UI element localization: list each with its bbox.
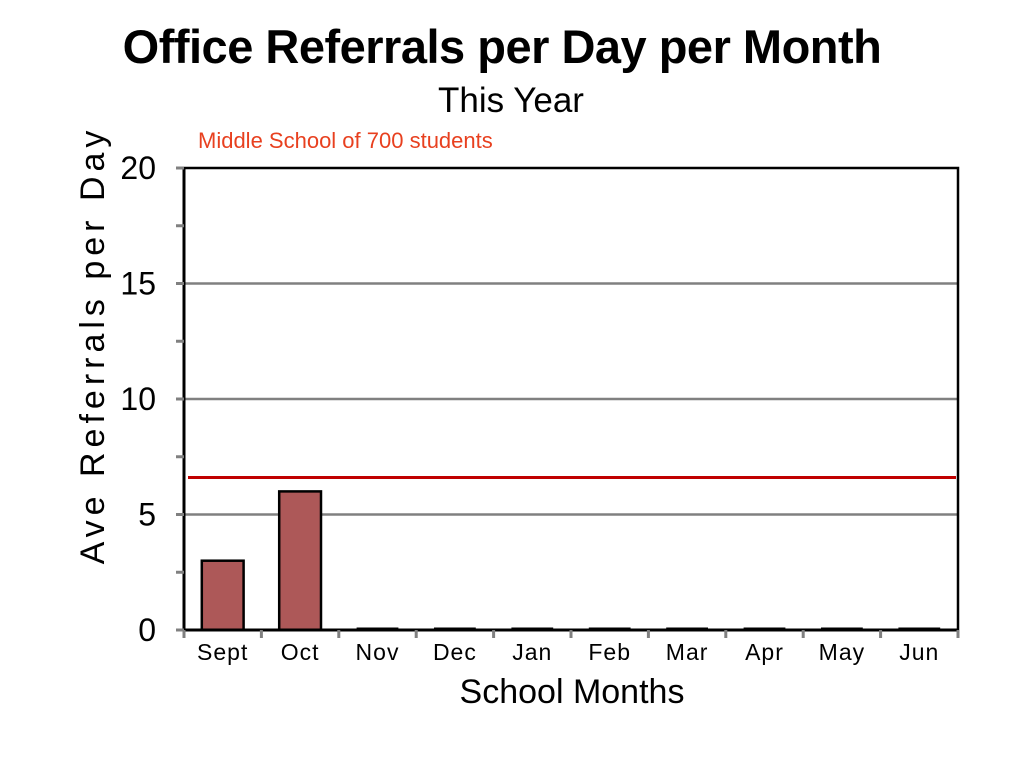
x-tick-label: Feb [588, 639, 631, 665]
y-tick-label: 5 [138, 497, 156, 533]
x-ticks [182, 630, 960, 638]
bar-sept [200, 559, 245, 632]
chart-title: Office Referrals per Day per Month [123, 20, 882, 73]
y-tick-label: 15 [120, 266, 156, 302]
x-tick-label: Nov [356, 639, 400, 665]
plot-frame [184, 166, 960, 630]
y-tick-label: 10 [120, 381, 156, 417]
x-axis-title: School Months [460, 673, 685, 711]
y-axis-title: Ave Referrals per Day [74, 126, 112, 565]
x-tick-label: Jun [899, 639, 939, 665]
x-tick-label: Mar [666, 639, 709, 665]
gridlines [184, 282, 958, 516]
x-tick-label: May [819, 639, 865, 665]
x-tick-labels: Sept Oct Nov Dec Jan Feb Mar Apr May Jun [197, 639, 939, 665]
bar-oct [277, 490, 323, 632]
x-tick-label: Oct [281, 639, 320, 665]
y-tick-label: 0 [138, 612, 156, 648]
x-tick-label: Dec [433, 639, 477, 665]
x-tick-label: Apr [745, 639, 784, 665]
reference-line-label: Middle School of 700 students [198, 128, 493, 153]
y-tick-labels: 0 5 10 15 20 [120, 150, 156, 648]
bars [200, 490, 941, 632]
y-tick-label: 20 [120, 150, 156, 186]
x-tick-label: Sept [197, 639, 248, 665]
chart-subtitle: This Year [438, 81, 584, 120]
x-tick-label: Jan [512, 639, 552, 665]
y-ticks [176, 166, 184, 632]
